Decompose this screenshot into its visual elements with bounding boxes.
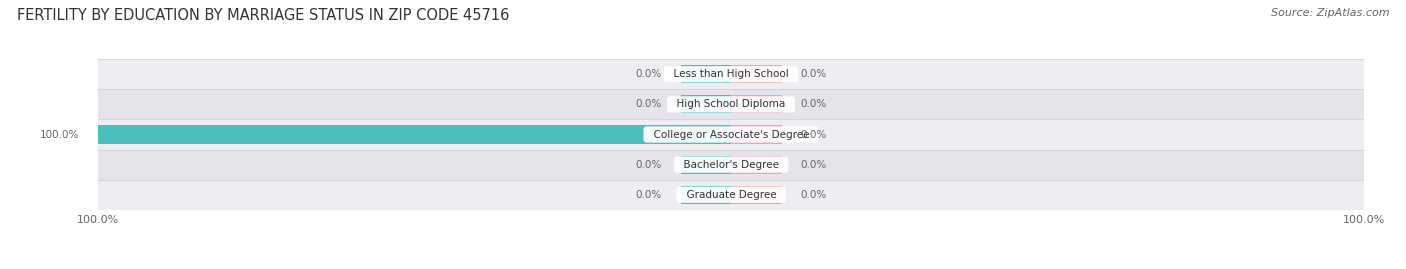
- Text: 0.0%: 0.0%: [636, 190, 661, 200]
- Text: College or Associate's Degree: College or Associate's Degree: [647, 129, 815, 140]
- Text: 0.0%: 0.0%: [800, 99, 827, 109]
- Text: 0.0%: 0.0%: [800, 190, 827, 200]
- Bar: [731, 65, 782, 83]
- Bar: [98, 150, 1364, 180]
- Text: 0.0%: 0.0%: [800, 160, 827, 170]
- Bar: [731, 155, 782, 174]
- Bar: [731, 95, 782, 114]
- Bar: [681, 186, 731, 204]
- Text: 0.0%: 0.0%: [636, 99, 661, 109]
- Text: High School Diploma: High School Diploma: [671, 99, 792, 109]
- Bar: [681, 95, 731, 114]
- Bar: [681, 65, 731, 83]
- Text: 0.0%: 0.0%: [636, 69, 661, 79]
- Text: 0.0%: 0.0%: [636, 160, 661, 170]
- Text: FERTILITY BY EDUCATION BY MARRIAGE STATUS IN ZIP CODE 45716: FERTILITY BY EDUCATION BY MARRIAGE STATU…: [17, 8, 509, 23]
- Text: 0.0%: 0.0%: [800, 129, 827, 140]
- Bar: [98, 119, 1364, 150]
- Bar: [681, 155, 731, 174]
- Text: Bachelor's Degree: Bachelor's Degree: [676, 160, 786, 170]
- Bar: [98, 180, 1364, 210]
- Bar: [98, 59, 1364, 89]
- Bar: [731, 125, 782, 144]
- Bar: [731, 186, 782, 204]
- Text: 0.0%: 0.0%: [800, 69, 827, 79]
- Text: Less than High School: Less than High School: [666, 69, 796, 79]
- Text: 100.0%: 100.0%: [39, 129, 79, 140]
- Text: Source: ZipAtlas.com: Source: ZipAtlas.com: [1271, 8, 1389, 18]
- Bar: [98, 125, 731, 144]
- Bar: [98, 89, 1364, 119]
- Text: Graduate Degree: Graduate Degree: [679, 190, 783, 200]
